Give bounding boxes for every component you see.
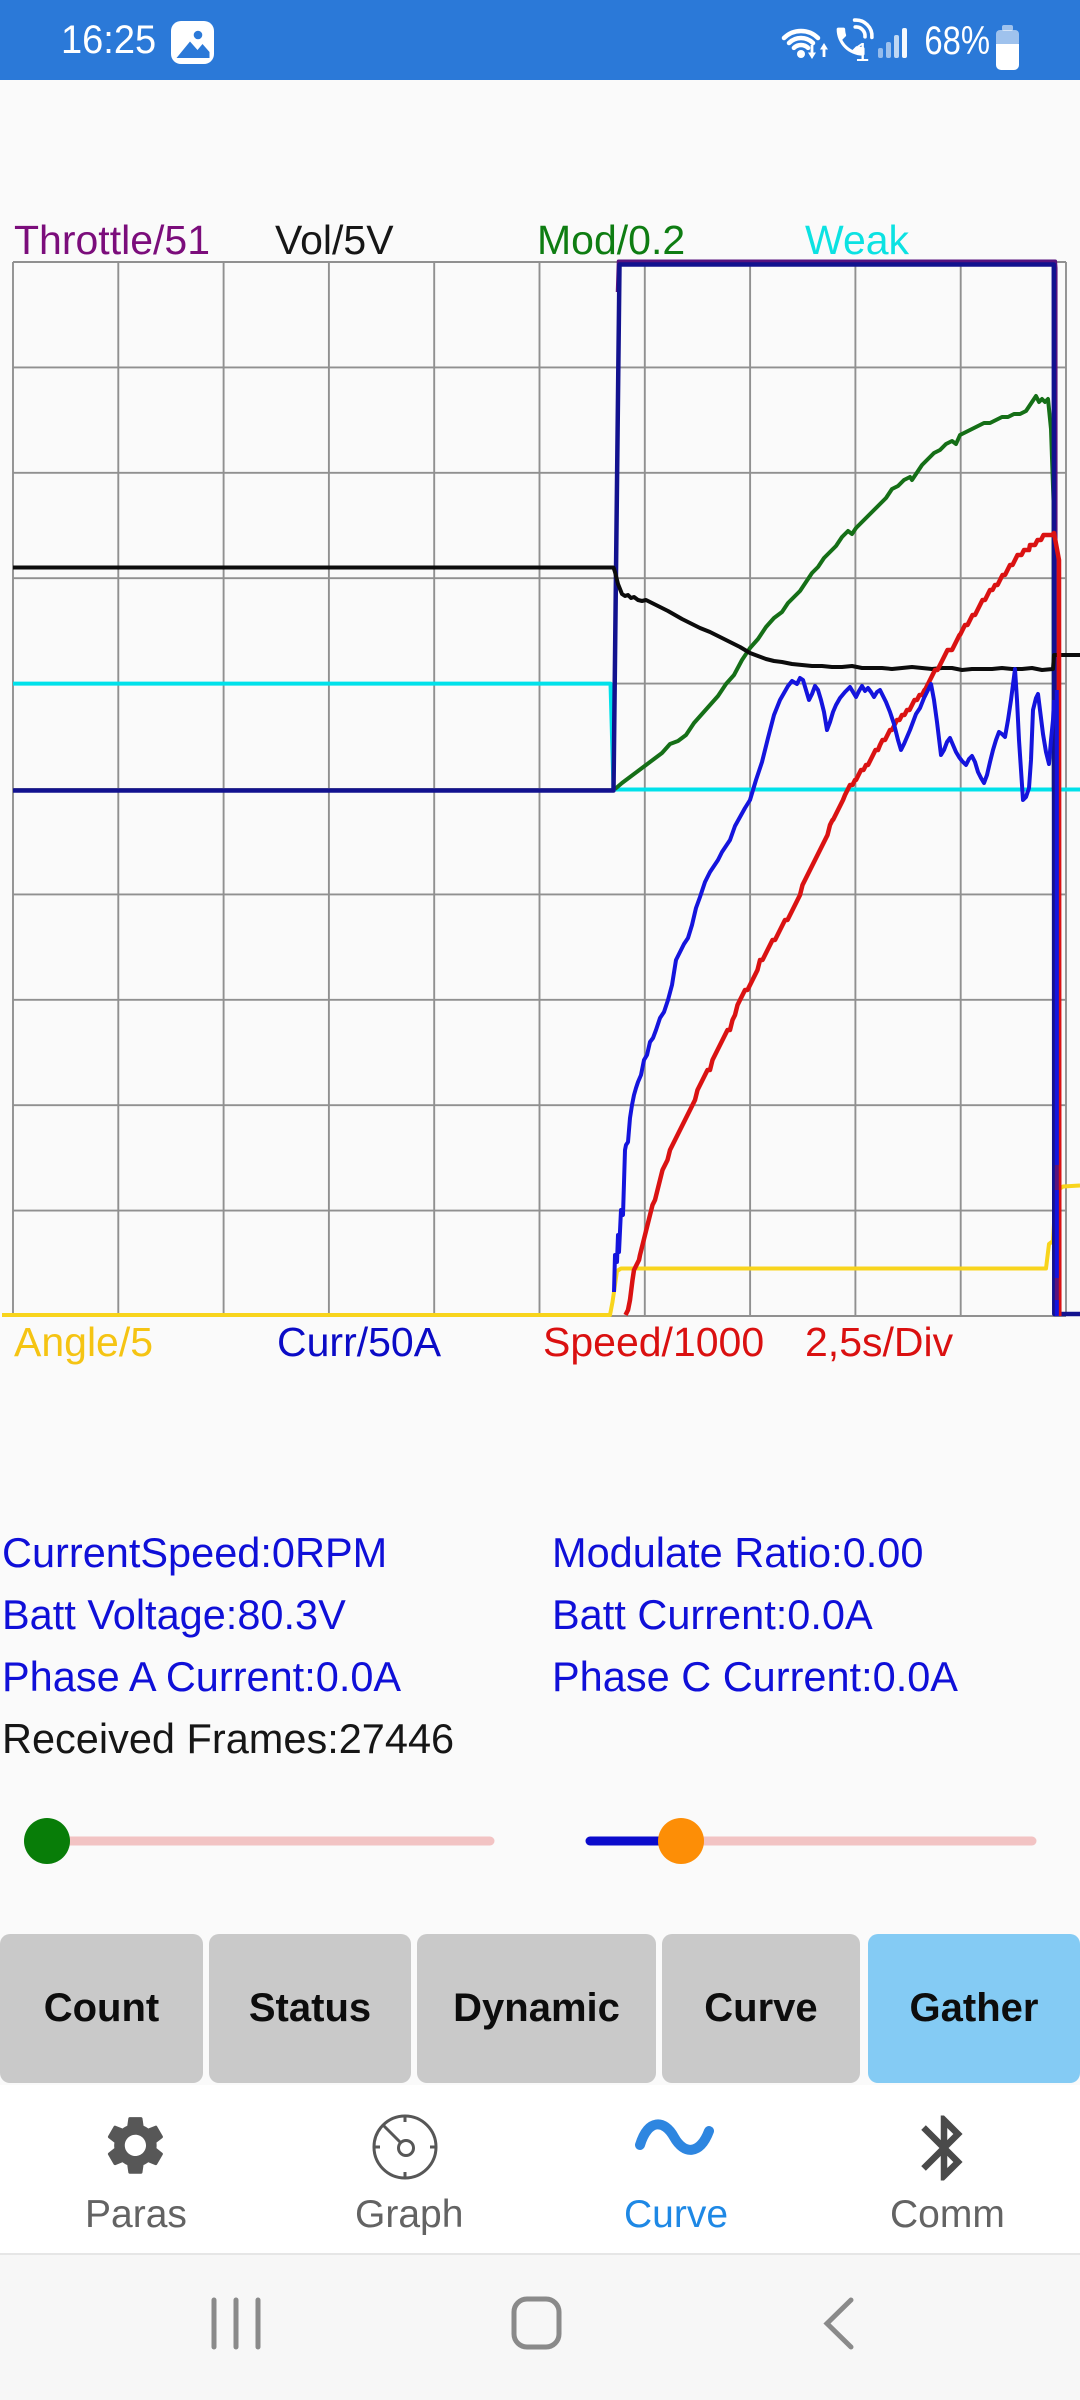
svg-text:1: 1	[855, 37, 869, 67]
